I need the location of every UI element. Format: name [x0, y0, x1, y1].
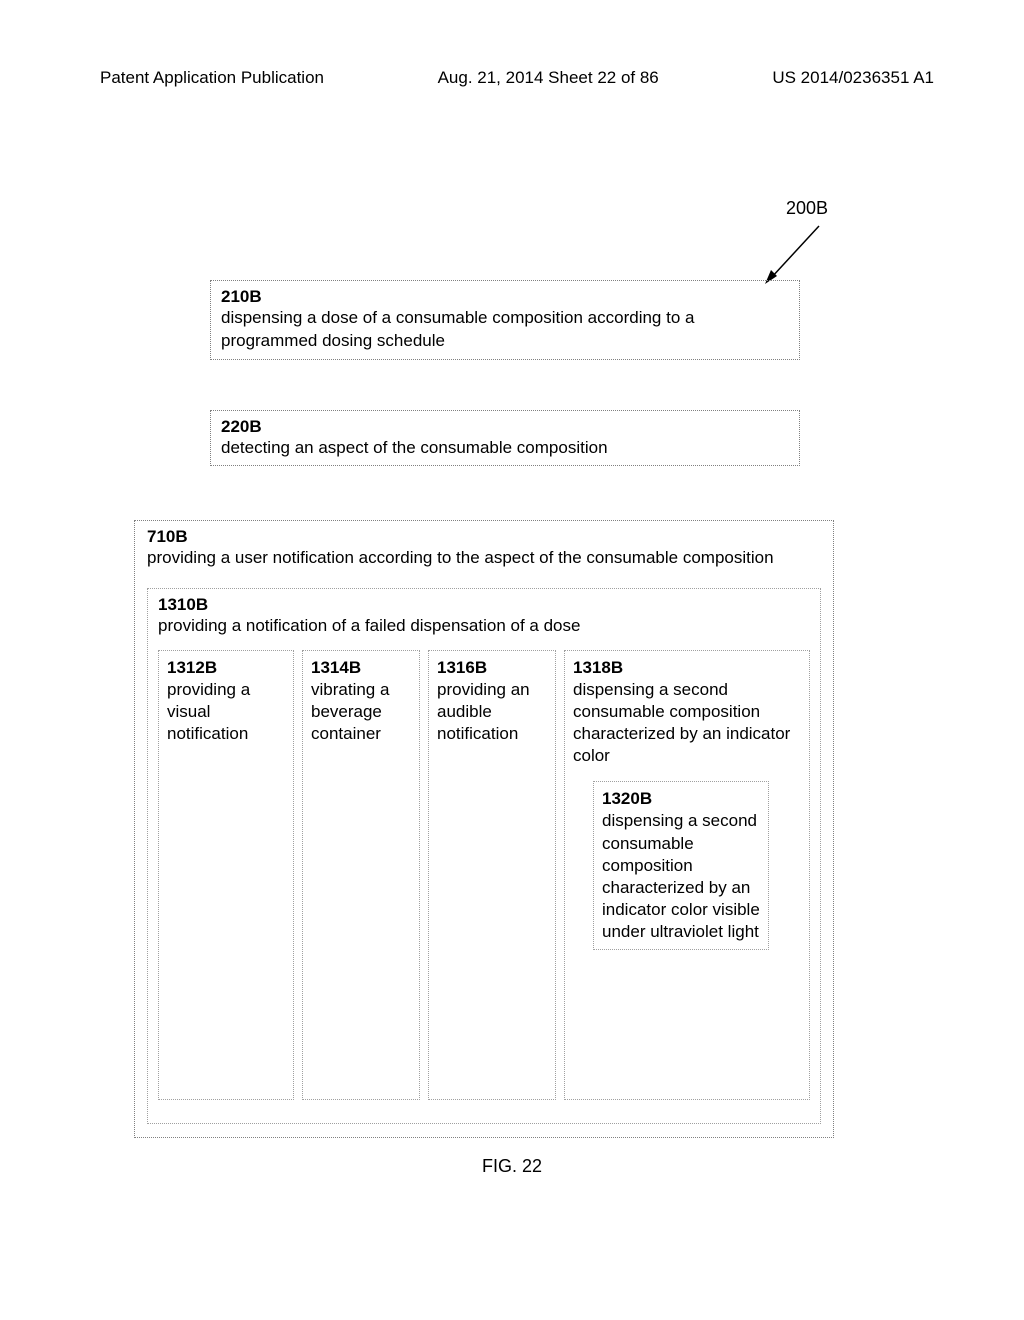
flowchart-box-210b: 210B dispensing a dose of a consumable c… — [210, 280, 800, 360]
box-number: 1310B — [158, 595, 810, 615]
box-number: 1316B — [437, 657, 547, 679]
box-text: dispensing a second consumable compositi… — [573, 679, 801, 767]
box-text: vibrating a beverage container — [311, 679, 411, 745]
header-right: US 2014/0236351 A1 — [772, 68, 934, 88]
page-header: Patent Application Publication Aug. 21, … — [0, 68, 1024, 88]
box-text: providing a visual notification — [167, 679, 285, 745]
box-number: 1314B — [311, 657, 411, 679]
flowchart-box-710b: 710B providing a user notification accor… — [134, 520, 834, 1138]
header-center: Aug. 21, 2014 Sheet 22 of 86 — [438, 68, 659, 88]
connector-line — [0, 0, 1024, 50]
reference-label-200b: 200B — [786, 198, 828, 219]
header-left: Patent Application Publication — [100, 68, 324, 88]
flowchart-box-1316b: 1316B providing an audible notification — [428, 650, 556, 1100]
flowchart-box-1312b: 1312B providing a visual notification — [158, 650, 294, 1100]
box-text: detecting an aspect of the consumable co… — [221, 437, 789, 460]
arrow-200b-icon — [759, 218, 829, 288]
box-number: 1312B — [167, 657, 285, 679]
flowchart-box-1310b: 1310B providing a notification of a fail… — [147, 588, 821, 1124]
box-number: 710B — [147, 527, 821, 547]
box-text: providing a user notification according … — [147, 547, 821, 570]
box-text: dispensing a dose of a consumable compos… — [221, 307, 789, 353]
flowchart-box-1314b: 1314B vibrating a beverage container — [302, 650, 420, 1100]
row-1310: 1312B providing a visual notification 13… — [158, 650, 810, 1100]
box-number: 220B — [221, 417, 789, 437]
box-number: 1320B — [602, 788, 760, 810]
box-text: providing an audible notification — [437, 679, 547, 745]
box-text: dispensing a second consumable compositi… — [602, 810, 760, 943]
flowchart-box-220b: 220B detecting an aspect of the consumab… — [210, 410, 800, 466]
box-text: providing a notification of a failed dis… — [158, 615, 810, 638]
box-number: 210B — [221, 287, 789, 307]
flowchart-box-1318b: 1318B dispensing a second consumable com… — [564, 650, 810, 1100]
box-number: 1318B — [573, 657, 801, 679]
flowchart-box-1320b: 1320B dispensing a second consumable com… — [593, 781, 769, 950]
figure-caption: FIG. 22 — [0, 1156, 1024, 1177]
